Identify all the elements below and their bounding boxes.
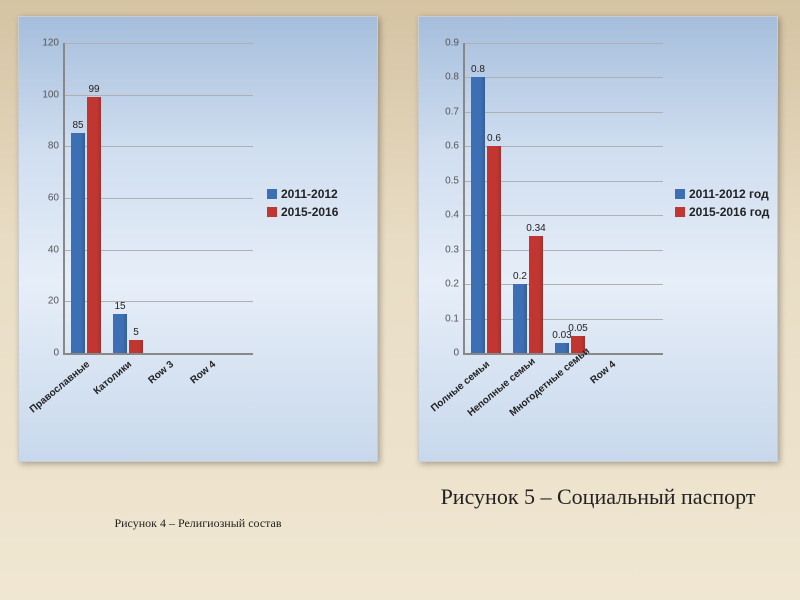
chart-religion: 0204060801001208599Православные155Католи…: [19, 17, 377, 461]
ytick-label: 0.1: [445, 313, 465, 324]
legend-label: 2011-2012 год: [689, 187, 769, 201]
ytick-label: 0.7: [445, 106, 465, 117]
ytick-label: 100: [42, 89, 65, 100]
ytick-label: 120: [42, 38, 65, 49]
plot-area-1: 0204060801001208599Православные155Католи…: [63, 43, 253, 355]
ytick-label: 20: [48, 296, 65, 307]
ytick-label: 0.9: [445, 38, 465, 49]
bar-value-label: 0.6: [487, 133, 501, 144]
legend-chart1: 2011-2012 2015-2016: [267, 187, 338, 223]
ytick-label: 80: [48, 141, 65, 152]
panel-left: 0204060801001208599Православные155Католи…: [18, 16, 378, 462]
bar: 5: [129, 340, 143, 353]
ytick-label: 0.6: [445, 141, 465, 152]
legend-swatch: [675, 207, 685, 217]
ytick-label: 0.4: [445, 210, 465, 221]
legend-swatch: [267, 207, 277, 217]
bar: 0.6: [487, 146, 501, 353]
bar-value-label: 0.05: [568, 323, 587, 334]
legend-item: 2011-2012 год: [675, 187, 769, 201]
legend-item: 2015-2016: [267, 205, 338, 219]
bar-value-label: 15: [114, 301, 125, 312]
gridline: [65, 43, 253, 44]
bar-value-label: 0.8: [471, 64, 485, 75]
ytick-label: 0: [53, 348, 65, 359]
bar: 0.8: [471, 77, 485, 353]
bar: 0.34: [529, 236, 543, 353]
slide: 0204060801001208599Православные155Католи…: [0, 0, 800, 600]
ytick-label: 40: [48, 244, 65, 255]
caption-chart1: Рисунок 4 – Религиозный состав: [18, 516, 378, 531]
bar-value-label: 85: [72, 120, 83, 131]
gridline: [465, 77, 663, 78]
bar: 85: [71, 133, 85, 353]
bar-value-label: 0.2: [513, 271, 527, 282]
bar: 15: [113, 314, 127, 353]
bar: 0.03: [555, 343, 569, 353]
caption-chart1-text: Рисунок 4 – Религиозный состав: [114, 516, 281, 530]
caption-chart2-text: Рисунок 5 – Социальный паспорт: [441, 484, 756, 509]
chart-social: 00.10.20.30.40.50.60.70.80.90.80.6Полные…: [419, 17, 777, 461]
bar: 99: [87, 97, 101, 353]
legend-label: 2015-2016: [281, 205, 338, 219]
bar-value-label: 5: [133, 327, 139, 338]
legend-label: 2011-2012: [281, 187, 338, 201]
legend-label: 2015-2016 год: [689, 205, 769, 219]
ytick-label: 60: [48, 193, 65, 204]
bar-value-label: 99: [88, 84, 99, 95]
ytick-label: 0.5: [445, 175, 465, 186]
legend-item: 2015-2016 год: [675, 205, 769, 219]
ytick-label: 0.8: [445, 72, 465, 83]
panel-right: 00.10.20.30.40.50.60.70.80.90.80.6Полные…: [418, 16, 778, 462]
bar: 0.2: [513, 284, 527, 353]
ytick-label: 0: [453, 348, 465, 359]
legend-swatch: [267, 189, 277, 199]
ytick-label: 0.2: [445, 279, 465, 290]
bar-value-label: 0.34: [526, 223, 545, 234]
legend-swatch: [675, 189, 685, 199]
legend-item: 2011-2012: [267, 187, 338, 201]
gridline: [465, 112, 663, 113]
caption-chart2: Рисунок 5 – Социальный паспорт: [418, 484, 778, 510]
ytick-label: 0.3: [445, 244, 465, 255]
plot-area-2: 00.10.20.30.40.50.60.70.80.90.80.6Полные…: [463, 43, 663, 355]
legend-chart2: 2011-2012 год 2015-2016 год: [675, 187, 769, 223]
gridline: [465, 43, 663, 44]
